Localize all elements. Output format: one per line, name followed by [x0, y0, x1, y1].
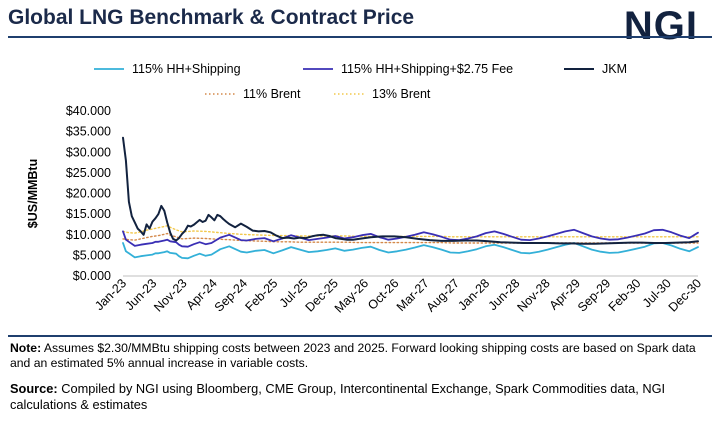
series-line-2	[122, 136, 699, 245]
chart-note: Note: Assumes $2.30/MMBtu shipping costs…	[10, 341, 700, 371]
y-axis: $0.000 $5.000 $10.000 $15.000 $20.000 $25.000…	[26, 104, 111, 283]
note-label: Note:	[10, 341, 42, 355]
x-tick-label: Aug-27	[424, 276, 462, 314]
x-tick-label: Dec-30	[666, 276, 704, 314]
x-axis: Jan-23Jun-23Nov-23Apr-24Sep-24Feb-25Jul-…	[92, 275, 704, 316]
x-tick-label: Jan-28	[455, 276, 492, 313]
series-line-0	[122, 242, 699, 260]
y-tick-label: $20.000	[66, 187, 111, 201]
y-tick-label: $35.000	[66, 125, 111, 139]
y-tick-label: $0.000	[73, 269, 111, 283]
note-text: Assumes $2.30/MMBtu shipping costs betwe…	[10, 341, 696, 370]
legend-label-1: 115% HH+Shipping+$2.75 Fee	[341, 62, 513, 76]
legend: 115% HH+Shipping 115% HH+Shipping+$2.75 F…	[94, 62, 627, 101]
source-text: Compiled by NGI using Bloomberg, CME Gro…	[10, 381, 666, 412]
y-tick-label: $15.000	[66, 207, 111, 221]
y-tick-label: $30.000	[66, 145, 111, 159]
legend-label-2: JKM	[602, 62, 627, 76]
plot-area	[122, 136, 699, 260]
x-tick-label: Feb-25	[243, 276, 281, 314]
ngi-logo: NGI	[623, 4, 698, 48]
title-rule	[8, 36, 712, 38]
x-tick-label: Sep-24	[212, 276, 250, 314]
y-tick-label: $40.000	[66, 104, 111, 118]
x-tick-label: Sep-29	[575, 276, 613, 314]
lng-price-chart: 115% HH+Shipping 115% HH+Shipping+$2.75 F…	[26, 62, 704, 316]
x-tick-label: Nov-28	[514, 276, 552, 314]
legend-label-0: 115% HH+Shipping	[132, 62, 241, 76]
chart-title: Global LNG Benchmark & Contract Price	[8, 6, 415, 29]
legend-label-3: 11% Brent	[243, 87, 301, 101]
footer-rule	[8, 335, 712, 337]
y-tick-label: $25.000	[66, 166, 111, 180]
x-tick-label: May-26	[332, 276, 371, 315]
x-tick-label: Nov-23	[151, 276, 189, 314]
legend-label-4: 13% Brent	[372, 87, 431, 101]
y-tick-label: $5.000	[73, 248, 111, 262]
chart-source: Source: Compiled by NGI using Bloomberg,…	[10, 381, 700, 413]
source-label: Source:	[10, 381, 58, 396]
x-tick-label: Feb-30	[606, 276, 644, 314]
y-tick-label: $10.000	[66, 228, 111, 242]
series-line-1	[122, 228, 699, 248]
y-axis-title: $US/MMBtu	[26, 159, 40, 228]
